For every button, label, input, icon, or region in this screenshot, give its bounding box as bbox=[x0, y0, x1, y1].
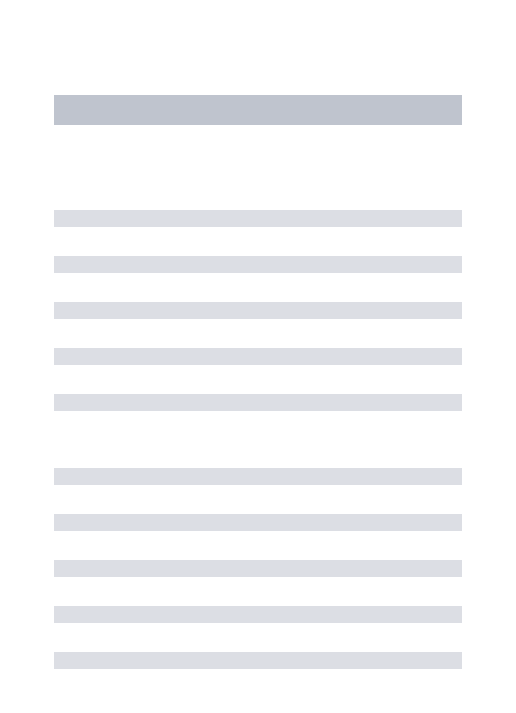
text-line-placeholder bbox=[54, 302, 462, 319]
text-line-placeholder bbox=[54, 514, 462, 531]
text-line-placeholder bbox=[54, 560, 462, 577]
text-line-placeholder bbox=[54, 394, 462, 411]
skeleton-container bbox=[0, 0, 516, 669]
text-line-placeholder bbox=[54, 468, 462, 485]
text-line-placeholder bbox=[54, 348, 462, 365]
header-placeholder bbox=[54, 95, 462, 125]
text-line-placeholder bbox=[54, 210, 462, 227]
section-2 bbox=[54, 468, 462, 669]
text-line-placeholder bbox=[54, 652, 462, 669]
section-1 bbox=[54, 210, 462, 411]
section-gap bbox=[54, 440, 462, 468]
text-line-placeholder bbox=[54, 606, 462, 623]
text-line-placeholder bbox=[54, 256, 462, 273]
